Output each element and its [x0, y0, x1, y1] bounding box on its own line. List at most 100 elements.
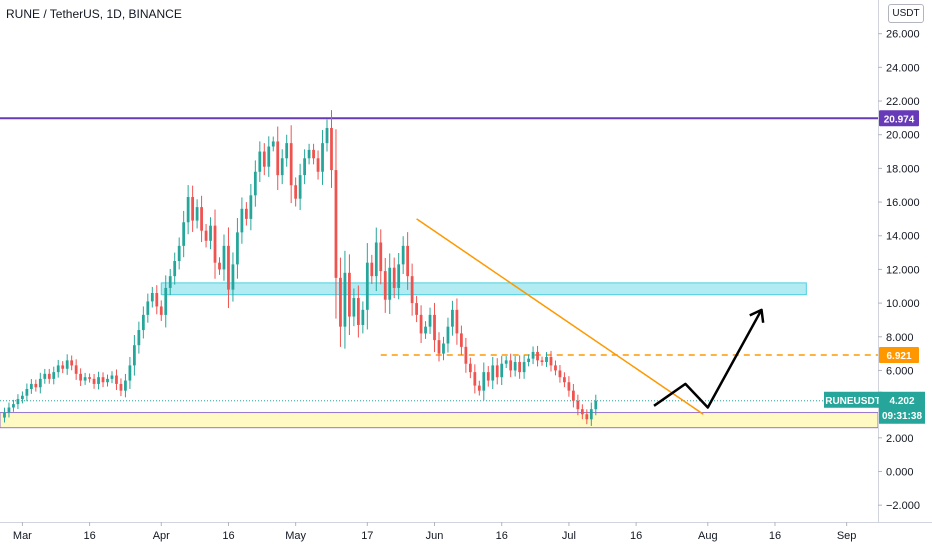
candle-body [173, 261, 177, 277]
candle-body [240, 208, 244, 233]
candle-body [298, 175, 302, 199]
candle [222, 234, 226, 281]
candle [271, 136, 275, 152]
candle [580, 404, 584, 420]
candle [110, 371, 114, 384]
candle [558, 364, 562, 383]
zones [0, 282, 879, 429]
candle [536, 345, 539, 367]
resistance-price-label-text: 20.974 [884, 114, 915, 125]
candle-body [321, 143, 324, 172]
candle [518, 355, 522, 379]
candle [74, 359, 78, 380]
candle-body [186, 197, 190, 223]
candle-body [316, 158, 320, 172]
candle-body [392, 267, 396, 288]
candle [195, 199, 199, 229]
candle-body [446, 326, 450, 344]
candle-body [455, 309, 459, 334]
candle [218, 257, 221, 275]
candle [137, 321, 141, 354]
candle-body [83, 377, 87, 381]
x-tick-label: 16 [630, 530, 642, 542]
x-tick-label: 16 [83, 530, 95, 542]
candle-body [7, 407, 11, 413]
candle-body [195, 207, 199, 221]
candle-body [545, 356, 548, 363]
candle-body [495, 365, 499, 378]
candle [200, 195, 203, 243]
candle-body [513, 362, 517, 371]
y-tick-label: 26.000 [886, 29, 920, 41]
candle [97, 371, 100, 390]
candle-body [200, 207, 203, 231]
resistance-zone [160, 282, 807, 296]
candle [168, 268, 172, 296]
candle-body [473, 372, 477, 386]
candle [213, 209, 217, 279]
candle-body [56, 365, 60, 373]
candle [191, 185, 195, 232]
candle [343, 250, 347, 349]
candle [455, 298, 459, 345]
candle [433, 302, 436, 353]
currency-badge[interactable]: USDT [888, 4, 924, 23]
candle-body [312, 149, 315, 159]
candle-body [97, 377, 100, 384]
horizontal-lines [0, 117, 878, 402]
y-tick-label: 18.000 [886, 163, 920, 175]
candle-body [244, 208, 248, 219]
candle [401, 236, 405, 274]
candle-body [509, 360, 513, 371]
candle [79, 368, 83, 387]
candle [585, 409, 589, 425]
candle [289, 125, 293, 204]
candle [262, 143, 266, 176]
candle-body [218, 262, 221, 270]
candle [406, 232, 410, 290]
candle-body [204, 230, 208, 241]
x-tick-label: Sep [837, 530, 857, 542]
candle [428, 307, 432, 334]
candle [231, 252, 235, 302]
candle [115, 369, 118, 390]
candle [3, 407, 6, 423]
y-tick-label: −2.000 [886, 500, 920, 512]
candle [258, 141, 262, 182]
candle-body [415, 303, 418, 315]
candle-body [527, 358, 530, 363]
projection-path [653, 309, 763, 409]
candle [267, 136, 271, 177]
candle [500, 355, 504, 386]
x-tick-label: Apr [153, 530, 170, 542]
candle-body [79, 373, 83, 381]
dashed-price-label-bg [879, 346, 919, 363]
candle [209, 217, 212, 250]
candle [334, 129, 338, 319]
candle [294, 177, 298, 207]
candle-body [468, 363, 472, 373]
candle-body [262, 151, 266, 167]
candle [348, 254, 351, 336]
candle [25, 383, 29, 402]
candle [330, 110, 333, 188]
trendline [416, 218, 704, 415]
candle-body [271, 141, 275, 147]
candle-body [531, 351, 535, 359]
candle-body [406, 245, 410, 277]
candle [446, 317, 450, 353]
candle-body [38, 378, 42, 388]
candle [29, 379, 33, 394]
x-tick-label: 16 [222, 530, 234, 542]
candle [589, 402, 593, 426]
candle-body [433, 314, 436, 341]
candle-body [554, 365, 557, 371]
candle-body [294, 185, 298, 199]
candle-body [383, 271, 387, 300]
candle [204, 224, 208, 248]
candle [303, 149, 307, 185]
x-tick-label: Jul [562, 530, 576, 542]
candle-body [227, 245, 230, 290]
candle-body [209, 225, 212, 241]
